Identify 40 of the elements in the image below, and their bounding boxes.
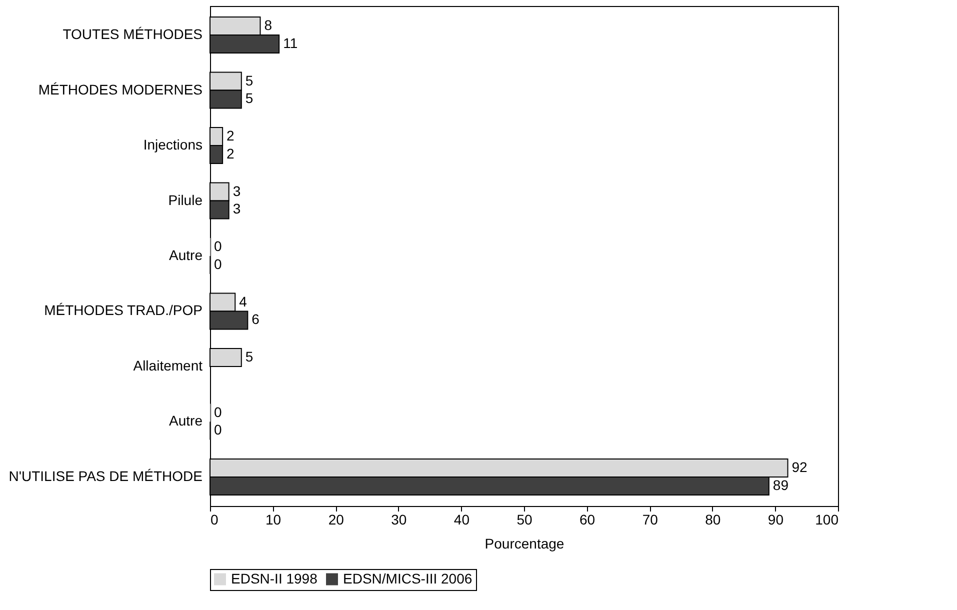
x-tick-label: 10 — [266, 512, 282, 528]
y-tick-label: Autre — [169, 412, 203, 429]
y-tick-label: TOUTES MÉTHODES — [62, 26, 202, 42]
x-tick-label: 90 — [768, 512, 784, 528]
data-label: 5 — [245, 72, 254, 88]
data-label: 92 — [792, 459, 808, 476]
y-tick-label: N'UTILISE PAS DE MÉTHODE — [8, 468, 202, 484]
data-label: 0 — [214, 422, 222, 438]
data-label: 2 — [226, 145, 235, 162]
data-label: 89 — [772, 476, 789, 493]
y-tick-label: MÉTHODES TRAD./POP — [44, 302, 202, 318]
y-tick-label: Injections — [143, 136, 202, 153]
legend-label: EDSN/MICS-III 2006 — [343, 570, 472, 586]
x-tick-label: 40 — [454, 512, 470, 528]
x-tick-label: 0 — [210, 512, 218, 528]
y-tick-label: Pilule — [168, 192, 203, 208]
x-tick-label: 80 — [705, 512, 721, 528]
data-label: 0 — [214, 256, 222, 272]
x-tick-label: 30 — [391, 512, 407, 528]
y-tick-label: Allaitement — [133, 357, 203, 374]
x-axis-title: Pourcentage — [484, 536, 564, 552]
data-label: 0 — [214, 238, 222, 254]
data-label: 5 — [245, 348, 254, 365]
data-label: 4 — [239, 293, 248, 310]
data-label: 2 — [226, 128, 235, 144]
data-label: 3 — [232, 182, 241, 199]
x-tick-label: 100 — [815, 512, 839, 528]
x-tick-label: 70 — [642, 512, 658, 528]
x-tick-label: 20 — [328, 512, 344, 528]
data-label: 5 — [245, 90, 254, 106]
data-label: 6 — [252, 311, 260, 328]
x-tick-label: 60 — [580, 512, 596, 528]
x-tick-label: 50 — [516, 512, 532, 528]
data-label: 0 — [214, 404, 222, 420]
data-label: 3 — [232, 200, 241, 217]
data-label: 8 — [264, 17, 272, 34]
legend-label: EDSN-II 1998 — [231, 570, 318, 586]
y-tick-label: Autre — [169, 247, 203, 263]
y-tick-label: MÉTHODES MODERNES — [38, 81, 202, 98]
data-label: 11 — [283, 34, 298, 51]
